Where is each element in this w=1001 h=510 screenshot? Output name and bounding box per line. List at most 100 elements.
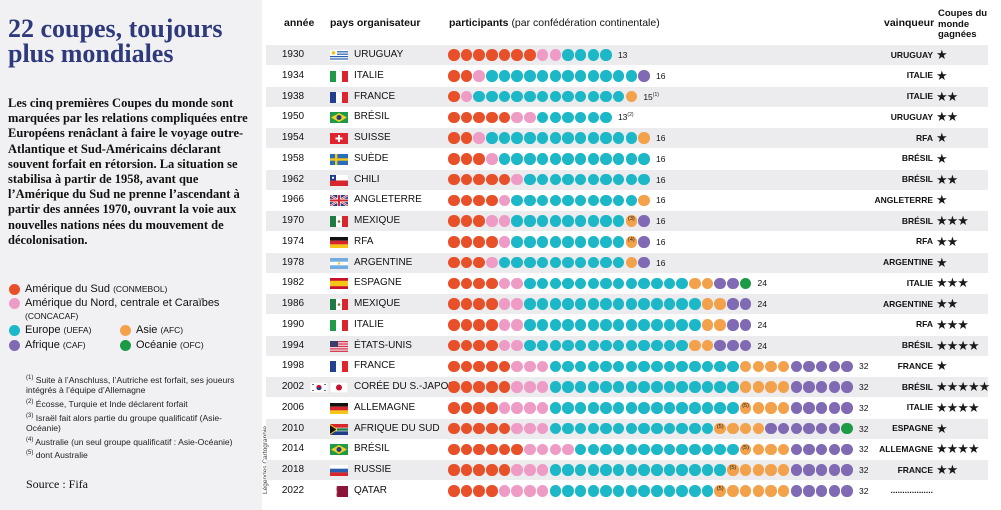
footnote-2: (2) Écosse, Turquie et Inde déclarent fo…: [26, 397, 256, 409]
participant-dot-uefa: [600, 111, 612, 123]
participant-dot-uefa: [587, 402, 600, 414]
participant-dot-uefa: [600, 90, 612, 103]
participant-dot-concacaf: [498, 277, 511, 289]
participants-dots: 16: [448, 131, 665, 145]
participant-dot-concacaf: [498, 215, 511, 227]
participant-dot-afc: (5): [739, 402, 752, 414]
participant-dot-uefa: [663, 485, 676, 497]
participant-dot-uefa: [549, 194, 561, 206]
participant-dot-conmebol: [460, 339, 473, 352]
participant-dot-conmebol: [486, 298, 498, 310]
participant-dot-uefa: [638, 464, 650, 476]
row-winner: URUGUAY: [890, 49, 933, 60]
row-year: 1982: [281, 277, 305, 289]
cups-stars: ★★★★: [936, 441, 980, 457]
participant-dot-concacaf: [511, 339, 523, 352]
participants-count: 15(1): [643, 91, 659, 102]
participants-count: 16: [656, 216, 666, 226]
participant-dot-caf: [841, 360, 853, 372]
row-year: 2018: [281, 464, 305, 475]
participant-dot-uefa: [638, 485, 650, 497]
participant-dot-conmebol: [524, 49, 536, 61]
participant-dot-conmebol: [460, 70, 473, 82]
flag-mexico: [330, 216, 348, 227]
row-winner: FRANCE: [897, 360, 933, 371]
participant-dot-conmebol: [448, 132, 460, 144]
participant-dot-afc: [739, 422, 752, 435]
count-note: (1): [652, 91, 659, 98]
participant-dot-uefa: [600, 256, 612, 269]
participant-dot-uefa: [587, 339, 600, 352]
participant-dot-uefa: [524, 173, 536, 186]
row-host: ANGLETERRE: [354, 194, 422, 206]
participant-dot-uefa: [587, 90, 600, 103]
participant-dot-caf: [841, 402, 853, 414]
header-participants: participants (par confédération continen…: [449, 17, 660, 29]
participant-dot-ofc: [841, 422, 853, 435]
participant-dot-uefa: [625, 319, 638, 331]
participant-dot-concacaf: [511, 360, 523, 372]
afc-swatch: [120, 325, 131, 336]
participant-dot-afc: [777, 443, 790, 455]
participant-dot-uefa: [625, 153, 638, 165]
participant-dot-uefa: [562, 381, 574, 393]
participant-dot-concacaf: [536, 360, 549, 372]
table-row: 1938 FRANCE 15(1) ITALIE ★★: [266, 86, 988, 107]
table-row: 2014 BRÉSIL (5) 32 ALLEMAGNE ★★★★: [266, 439, 988, 459]
row-winner: ESPAGNE: [892, 423, 933, 433]
participant-dot-concacaf: [511, 381, 523, 393]
row-year: 2006: [281, 401, 305, 413]
participant-dot-afc: [701, 277, 714, 289]
flag-uruguay: [330, 50, 348, 61]
participant-dot-concacaf: [498, 485, 511, 497]
participant-dot-concacaf: [498, 402, 511, 414]
participant-dot-afc: [739, 485, 752, 497]
participant-dot-uefa: [689, 464, 701, 476]
participants-dots: (4) 16: [448, 235, 665, 249]
participant-dot-uefa: [587, 132, 600, 144]
participant-dot-conmebol: [486, 339, 498, 352]
participant-dot-afc: [765, 360, 777, 372]
participant-dot-uefa: [574, 173, 587, 186]
participant-dot-afc: [752, 381, 764, 393]
participant-dot-caf: [828, 485, 841, 497]
participant-dot-concacaf: [498, 236, 511, 248]
participant-dot-uefa: [549, 236, 561, 248]
row-year: 1970: [281, 215, 305, 226]
header-participants-sub: (par confédération continentale): [511, 17, 660, 29]
participant-dot-concacaf: [486, 215, 498, 227]
participant-dot-conmebol: [448, 194, 460, 206]
participant-dot-conmebol: [473, 298, 485, 310]
participant-dot-conmebol: [486, 49, 498, 61]
participant-dot-uefa: [486, 90, 498, 103]
participants-dots: 24: [448, 339, 767, 353]
participant-dot-caf: [739, 319, 752, 331]
participant-dot-uefa: [638, 402, 650, 414]
participant-dot-conmebol: [473, 153, 485, 165]
row-year: 2014: [281, 443, 305, 455]
participant-dot-concacaf: [498, 339, 511, 352]
participant-dot-concacaf: [524, 464, 536, 476]
row-host: MEXIQUE: [354, 298, 401, 309]
participant-dot-caf: [714, 277, 726, 289]
cups-stars: ★★: [936, 171, 958, 187]
participant-dot-uefa: [524, 215, 536, 227]
participant-dot-conmebol: [460, 173, 473, 186]
participant-dot-afc: [765, 402, 777, 414]
participant-dot-uefa: [612, 70, 625, 82]
participants-dots: (5) 32: [448, 484, 868, 498]
participants-count: 32: [859, 361, 869, 372]
participant-dot-uefa: [600, 173, 612, 186]
participant-dot-concacaf: [524, 422, 536, 435]
participant-dot-concacaf: [524, 111, 536, 123]
participant-dot-afc: [727, 485, 739, 497]
cups-stars: ★: [936, 420, 948, 436]
participant-dot-uefa: [587, 256, 600, 269]
participant-dot-uefa: [727, 402, 739, 414]
participants-dots: (5) 32: [448, 422, 868, 436]
legend-conmebol-abbr: (CONMEBOL): [113, 284, 168, 294]
participant-dot-afc: [689, 339, 701, 352]
participant-dot-afc: [752, 485, 764, 497]
row-year: 1954: [281, 132, 305, 143]
participant-dot-uefa: [562, 277, 574, 289]
